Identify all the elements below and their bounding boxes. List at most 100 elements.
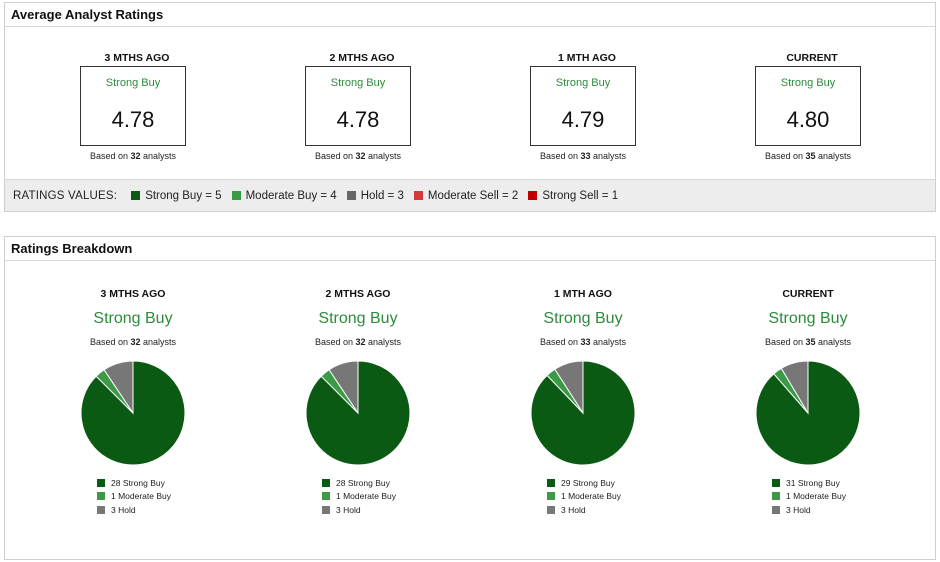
- legend-item-moderate-buy: 1 Moderate Buy: [322, 490, 396, 504]
- legend-item-strong-buy: 28 Strong Buy: [322, 476, 396, 490]
- moderate-sell-swatch: [413, 191, 423, 200]
- pie-legend: 31 Strong Buy 1 Moderate Buy 3 Hold: [772, 476, 846, 517]
- period-title: CURRENT: [782, 288, 834, 300]
- bd-period-2-months-ago: 2 MTHS AGO: [283, 288, 433, 300]
- avg-period-current: CURRENT: [737, 52, 887, 64]
- bd-period-1-month-ago: 1 MTH AGO: [508, 288, 658, 300]
- avg-rating-box: Strong Buy 4.80: [755, 66, 861, 146]
- based-on-text: Based on 32 analysts: [89, 151, 177, 161]
- moderate-buy-swatch: [772, 492, 780, 501]
- avg-rating-box: Strong Buy 4.78: [305, 66, 411, 146]
- period-title: 1 MTH AGO: [558, 52, 616, 64]
- strong-buy-swatch: [547, 478, 555, 487]
- legend-item-hold: 3 Hold: [322, 503, 396, 517]
- analyst-count: 32: [130, 151, 141, 161]
- hold-swatch: [346, 191, 356, 200]
- hold-swatch: [547, 505, 555, 514]
- legend-item-moderate-buy: 1 Moderate Buy: [97, 490, 171, 504]
- legend-item-hold: 3 Hold: [97, 503, 171, 517]
- period-title: CURRENT: [786, 52, 838, 64]
- period-title: 3 MTHS AGO: [100, 288, 166, 300]
- pie-slice-hold: [328, 360, 359, 415]
- strong-buy-swatch: [131, 191, 141, 200]
- pie-chart-3-months-ago: [80, 360, 186, 466]
- bd-period-current: CURRENT: [733, 288, 883, 300]
- moderate-buy-swatch: [97, 492, 105, 501]
- bd-rating-wrap: Strong Buy: [733, 310, 883, 328]
- pie-legend: 29 Strong Buy 1 Moderate Buy 3 Hold: [547, 476, 621, 517]
- hold-swatch: [772, 505, 780, 514]
- pie-legend: 28 Strong Buy 1 Moderate Buy 3 Hold: [322, 476, 396, 517]
- legend-item-hold: 3 Hold: [547, 503, 621, 517]
- moderate-buy-swatch: [322, 492, 330, 501]
- rating-value-moderate-sell: Moderate Sell = 2: [413, 190, 518, 202]
- rating-value-strong-sell: Strong Sell = 1: [528, 190, 618, 202]
- bd-rating-wrap: Strong Buy: [508, 310, 658, 328]
- breakdown-rating: Strong Buy: [318, 310, 398, 327]
- based-on-text: Based on 33 analysts: [539, 337, 627, 347]
- legend-item-strong-buy: 29 Strong Buy: [547, 476, 621, 490]
- avg-period-1-month-ago: 1 MTH AGO: [512, 52, 662, 64]
- strong-buy-swatch: [97, 478, 105, 487]
- pie-legend: 28 Strong Buy 1 Moderate Buy 3 Hold: [97, 476, 171, 517]
- breakdown-rating: Strong Buy: [93, 310, 173, 327]
- avg-period-3-months-ago: 3 MTHS AGO: [62, 52, 212, 64]
- analyst-count: 32: [355, 337, 366, 347]
- ratings-breakdown-panel: Ratings Breakdown 3 MTHS AGO Strong Buy …: [4, 236, 936, 560]
- ratings-breakdown-title: Ratings Breakdown: [5, 237, 935, 261]
- analyst-count: 33: [580, 337, 591, 347]
- legend-item-moderate-buy: 1 Moderate Buy: [772, 490, 846, 504]
- pie-chart-current: [755, 360, 861, 466]
- legend-item-hold: 3 Hold: [772, 503, 846, 517]
- bd-rating-wrap: Strong Buy: [283, 310, 433, 328]
- based-on-text: Based on 35 analysts: [764, 337, 852, 347]
- based-on-text: Based on 32 analysts: [314, 337, 402, 347]
- ratings-values-label: RATINGS VALUES:: [13, 189, 118, 202]
- rating-score: 4.79: [561, 107, 605, 132]
- rating-label: Strong Buy: [105, 77, 161, 89]
- bd-rating-wrap: Strong Buy: [58, 310, 208, 328]
- rating-score: 4.78: [336, 107, 380, 132]
- avg-rating-box: Strong Buy 4.79: [530, 66, 636, 146]
- analyst-count: 32: [355, 151, 366, 161]
- based-on-text: Based on 32 analysts: [314, 151, 402, 161]
- rating-score: 4.80: [786, 107, 830, 132]
- pie-slice-strong-buy: [530, 360, 636, 466]
- period-title: 2 MTHS AGO: [329, 52, 395, 64]
- period-title: 1 MTH AGO: [554, 288, 612, 300]
- rating-value-strong-buy: Strong Buy = 5: [131, 190, 222, 202]
- rating-label: Strong Buy: [555, 77, 611, 89]
- legend-item-strong-buy: 28 Strong Buy: [97, 476, 171, 490]
- period-title: 2 MTHS AGO: [325, 288, 391, 300]
- rating-value-moderate-buy: Moderate Buy = 4: [231, 190, 337, 202]
- pie-chart-2-months-ago: [305, 360, 411, 466]
- hold-swatch: [97, 505, 105, 514]
- average-ratings-title: Average Analyst Ratings: [5, 3, 935, 27]
- pie-slice-hold: [780, 360, 809, 415]
- ratings-values-bar: RATINGS VALUES: Strong Buy = 5 Moderate …: [5, 179, 935, 211]
- legend-item-moderate-buy: 1 Moderate Buy: [547, 490, 621, 504]
- rating-label: Strong Buy: [780, 77, 836, 89]
- breakdown-rating: Strong Buy: [543, 310, 623, 327]
- rating-score: 4.78: [111, 107, 155, 132]
- avg-rating-box: Strong Buy 4.78: [80, 66, 186, 146]
- analyst-count: 32: [130, 337, 141, 347]
- avg-period-2-months-ago: 2 MTHS AGO: [287, 52, 437, 64]
- hold-swatch: [322, 505, 330, 514]
- legend-item-strong-buy: 31 Strong Buy: [772, 476, 846, 490]
- analyst-count: 35: [805, 337, 816, 347]
- bd-period-3-months-ago: 3 MTHS AGO: [58, 288, 208, 300]
- strong-buy-swatch: [772, 478, 780, 487]
- strong-sell-swatch: [528, 191, 538, 200]
- pie-chart-1-month-ago: [530, 360, 636, 466]
- pie-slice-hold: [554, 360, 584, 415]
- based-on-text: Based on 35 analysts: [764, 151, 852, 161]
- analyst-count: 35: [805, 151, 816, 161]
- based-on-text: Based on 33 analysts: [539, 151, 627, 161]
- analyst-count: 33: [580, 151, 591, 161]
- pie-slice-strong-buy: [80, 360, 186, 466]
- moderate-buy-swatch: [231, 191, 241, 200]
- pie-slice-hold: [103, 360, 134, 415]
- pie-slice-strong-buy: [305, 360, 411, 466]
- breakdown-rating: Strong Buy: [768, 310, 848, 327]
